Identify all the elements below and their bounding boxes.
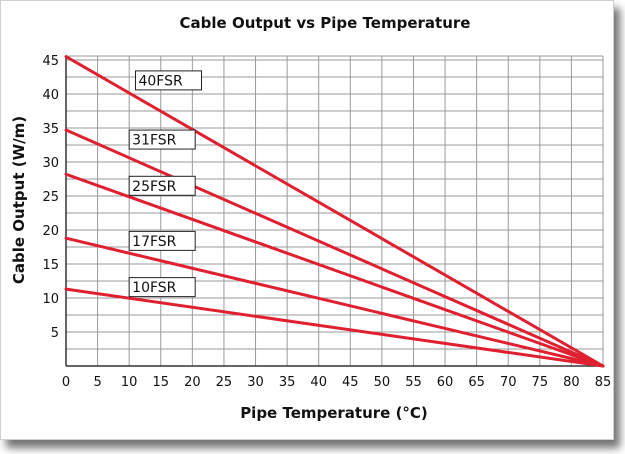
y-tick-label: 10 <box>42 292 59 307</box>
y-axis-label: Cable Output (W/m) <box>10 116 28 284</box>
x-tick-label: 70 <box>500 375 517 390</box>
x-tick-label: 65 <box>468 375 485 390</box>
x-tick-label: 35 <box>279 375 296 390</box>
x-tick-label: 25 <box>216 375 233 390</box>
series-line-10fsr <box>64 287 605 368</box>
y-tick-label: 15 <box>42 258 59 273</box>
series-label-box <box>128 277 196 298</box>
series-line-25fsr <box>64 172 605 368</box>
y-tick-label: 25 <box>42 190 59 205</box>
y-tick-label: 35 <box>42 122 59 137</box>
x-axis-label: Pipe Temperature (°C) <box>240 404 428 422</box>
x-tick-label: 10 <box>121 375 138 390</box>
x-tick-label: 20 <box>184 375 201 390</box>
y-tick-label: 20 <box>42 224 59 239</box>
series-line-17fsr <box>64 236 605 368</box>
x-tick-label: 15 <box>152 375 169 390</box>
series-line-31fsr <box>64 128 605 368</box>
axes <box>65 56 603 367</box>
x-tick-label: 75 <box>532 375 549 390</box>
x-tick-label: 45 <box>342 375 359 390</box>
y-tick-label: 30 <box>42 156 59 171</box>
chart-title: Cable Output vs Pipe Temperature <box>180 14 471 32</box>
x-tick-label: 80 <box>563 375 580 390</box>
tick-labels: 0 5 10 15 20 25 30 35 40 45 50 55 60 65 70 75 80 85 5 10 15 2… <box>42 54 611 390</box>
series-line-40fsr <box>64 55 605 368</box>
series-label-25fsr: 25FSR <box>132 179 177 195</box>
series-label-box <box>134 70 202 91</box>
y-tick-label: 40 <box>42 88 59 103</box>
x-tick-label: 60 <box>437 375 454 390</box>
series-labels: 40FSR 31FSR 25FSR 17FSR 10FSR <box>128 70 202 298</box>
series-label-box <box>128 230 196 251</box>
x-tick-label: 40 <box>310 375 327 390</box>
y-tick-label: 5 <box>51 326 59 341</box>
x-tick-label: 0 <box>62 375 70 390</box>
x-tick-label: 5 <box>93 375 101 390</box>
x-tick-label: 50 <box>374 375 391 390</box>
series-label-box <box>128 175 196 196</box>
x-tick-label: 55 <box>405 375 422 390</box>
y-tick-label: 45 <box>42 54 59 69</box>
series-lines <box>64 55 605 368</box>
series-label-10fsr: 10FSR <box>132 280 177 296</box>
x-tick-label: 85 <box>595 375 612 390</box>
series-label-40fsr: 40FSR <box>138 73 183 89</box>
series-label-17fsr: 17FSR <box>132 234 177 250</box>
series-label-box <box>128 129 196 150</box>
series-label-31fsr: 31FSR <box>132 133 177 149</box>
x-tick-label: 30 <box>247 375 264 390</box>
